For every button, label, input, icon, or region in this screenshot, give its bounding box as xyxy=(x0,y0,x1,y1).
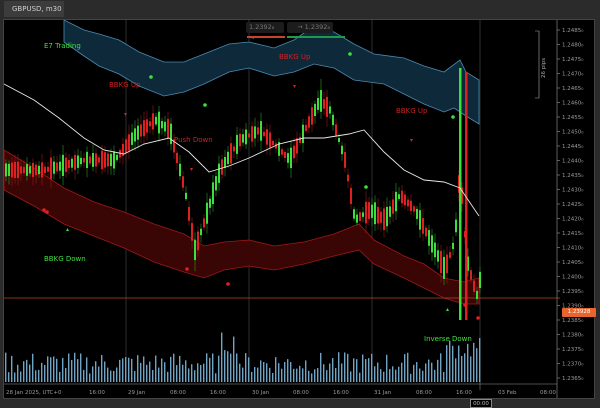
svg-text:1.2445₀: 1.2445₀ xyxy=(562,144,584,150)
svg-text:1.2410₀: 1.2410₀ xyxy=(562,246,584,252)
svg-text:1.2470₀: 1.2470₀ xyxy=(562,72,584,78)
label-bbkg-up: BBKG Up xyxy=(279,53,311,61)
svg-text:1.2480₀: 1.2480₀ xyxy=(562,43,584,49)
label-e7-trading: E7 Trading xyxy=(44,42,81,50)
svg-text:1.2380₀: 1.2380₀ xyxy=(562,333,584,339)
svg-text:1.2435₀: 1.2435₀ xyxy=(562,173,584,179)
svg-text:1.2420₀: 1.2420₀ xyxy=(562,217,584,223)
label-inverse-down: Inverse Down xyxy=(424,335,472,343)
sell-price-button[interactable]: 1.2392₈ → xyxy=(246,22,284,42)
label-bbkg-up: BBKG Up xyxy=(396,107,428,115)
svg-text:03 Feb: 03 Feb xyxy=(498,390,517,396)
svg-text:1.2405₀: 1.2405₀ xyxy=(562,260,584,266)
chart-canvas: 1.2485₀ 1.2480₀ 1.2475₀ 1.2470₀ 1.2465₀ 1.246… xyxy=(4,20,584,398)
svg-text:1.2390₀: 1.2390₀ xyxy=(562,304,584,310)
svg-text:31 Jan: 31 Jan xyxy=(374,390,392,396)
svg-text:28 Jan 2025, UTC+0: 28 Jan 2025, UTC+0 xyxy=(6,390,62,396)
svg-text:1.2425₀: 1.2425₀ xyxy=(562,202,584,208)
svg-text:1.2430₀: 1.2430₀ xyxy=(562,188,584,194)
svg-text:08:00: 08:00 xyxy=(540,390,556,396)
moving-average xyxy=(4,83,480,217)
svg-text:16:00: 16:00 xyxy=(456,390,472,396)
svg-text:16:00: 16:00 xyxy=(210,390,226,396)
upper-band xyxy=(63,20,480,125)
svg-text:1.2460₀: 1.2460₀ xyxy=(562,101,584,107)
svg-text:1.2485₀: 1.2485₀ xyxy=(562,28,584,34)
svg-text:08:00: 08:00 xyxy=(416,390,432,396)
chart-area[interactable]: 1.2485₀ 1.2480₀ 1.2475₀ 1.2470₀ 1.2465₀ 1.246… xyxy=(3,19,596,408)
arrow-icon: → xyxy=(297,23,303,31)
label-bbkg-up: BBKG Up xyxy=(109,81,141,89)
buy-price: 1.2392₈ xyxy=(304,23,330,31)
svg-text:1.2475₀: 1.2475₀ xyxy=(562,57,584,63)
current-price-tag: 1.23928 xyxy=(562,308,596,317)
sell-bar xyxy=(247,36,285,38)
svg-text:1.2440₀: 1.2440₀ xyxy=(562,159,584,165)
svg-text:1.2450₀: 1.2450₀ xyxy=(562,130,584,136)
svg-text:08:00: 08:00 xyxy=(170,390,186,396)
sell-price: 1.2392₈ xyxy=(249,23,275,31)
signal-markers xyxy=(42,29,480,320)
svg-text:1.2375₀: 1.2375₀ xyxy=(562,347,584,353)
tab-bar: GBPUSD, m30 xyxy=(0,0,600,17)
svg-text:1.2455₀: 1.2455₀ xyxy=(562,115,584,121)
buy-bar xyxy=(287,36,345,38)
svg-text:1.2465₀: 1.2465₀ xyxy=(562,86,584,92)
arrow-icon: → xyxy=(249,34,255,42)
svg-text:16:00: 16:00 xyxy=(333,390,349,396)
svg-text:1.2365₀: 1.2365₀ xyxy=(562,376,584,382)
svg-text:08:00: 08:00 xyxy=(293,390,309,396)
svg-text:1.2415₀: 1.2415₀ xyxy=(562,231,584,237)
buy-price-button[interactable]: → 1.2392₈ xyxy=(287,22,333,33)
chart-tab-gbpusd[interactable]: GBPUSD, m30 xyxy=(4,1,64,17)
svg-text:16:00: 16:00 xyxy=(89,390,105,396)
svg-text:1.2400₀: 1.2400₀ xyxy=(562,275,584,281)
svg-text:30 Jan: 30 Jan xyxy=(252,390,270,396)
pips-ruler-label: 26 pips xyxy=(541,57,547,78)
label-push-down: Push Down xyxy=(174,136,213,144)
cursor-time-tag: 00:00 xyxy=(470,399,492,408)
svg-text:29 Jan: 29 Jan xyxy=(128,390,146,396)
label-bbkg-down: BBKG Down xyxy=(44,255,86,263)
svg-text:1.2385₀: 1.2385₀ xyxy=(562,318,584,324)
svg-text:1.2395₀: 1.2395₀ xyxy=(562,289,584,295)
svg-text:1.2370₀: 1.2370₀ xyxy=(562,362,584,368)
